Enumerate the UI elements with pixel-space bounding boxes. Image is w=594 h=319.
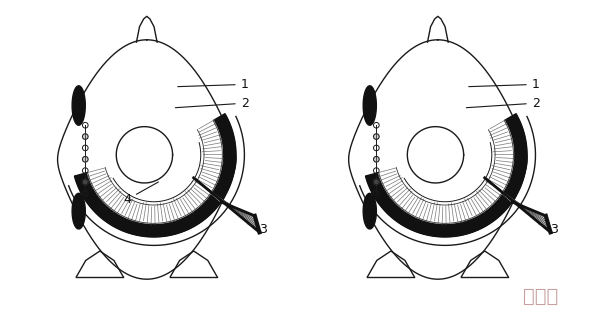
Polygon shape — [72, 193, 86, 229]
Circle shape — [374, 179, 379, 185]
Text: 玩游戏: 玩游戏 — [523, 287, 558, 306]
Text: 1: 1 — [178, 78, 248, 91]
Polygon shape — [485, 178, 551, 232]
Polygon shape — [72, 86, 86, 125]
Text: 3: 3 — [539, 223, 558, 236]
Text: 2: 2 — [175, 97, 248, 110]
Text: 4: 4 — [124, 182, 159, 206]
Circle shape — [83, 179, 88, 185]
Polygon shape — [378, 121, 513, 223]
Text: 2: 2 — [466, 97, 539, 110]
Polygon shape — [365, 114, 527, 237]
Circle shape — [83, 134, 88, 139]
Circle shape — [374, 156, 379, 162]
Circle shape — [83, 156, 88, 162]
Text: 3: 3 — [248, 223, 267, 236]
Polygon shape — [363, 86, 377, 125]
Polygon shape — [363, 193, 377, 229]
Polygon shape — [194, 178, 260, 232]
Circle shape — [374, 134, 379, 139]
Polygon shape — [74, 114, 236, 237]
Text: 1: 1 — [469, 78, 539, 91]
Polygon shape — [87, 121, 222, 223]
